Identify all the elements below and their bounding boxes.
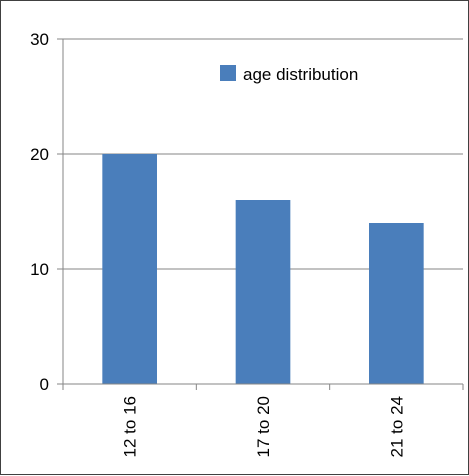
x-category-label: 21 to 24 — [387, 396, 406, 457]
axes — [57, 38, 464, 390]
legend-swatch — [220, 65, 236, 81]
y-tick-label: 0 — [40, 375, 49, 394]
bar — [369, 223, 424, 384]
y-tick-label: 10 — [30, 260, 49, 279]
x-category-label: 12 to 16 — [121, 396, 140, 457]
legend: age distribution — [220, 65, 358, 84]
bar — [102, 154, 157, 384]
x-category-label: 17 to 20 — [254, 396, 273, 457]
y-tick-label: 20 — [30, 145, 49, 164]
bars — [102, 154, 424, 384]
tick-labels: 0 10 20 30 12 to 16 17 to 20 21 to 24 — [30, 30, 406, 457]
legend-label: age distribution — [243, 65, 358, 84]
bar — [235, 200, 291, 384]
y-tick-label: 30 — [30, 30, 49, 49]
